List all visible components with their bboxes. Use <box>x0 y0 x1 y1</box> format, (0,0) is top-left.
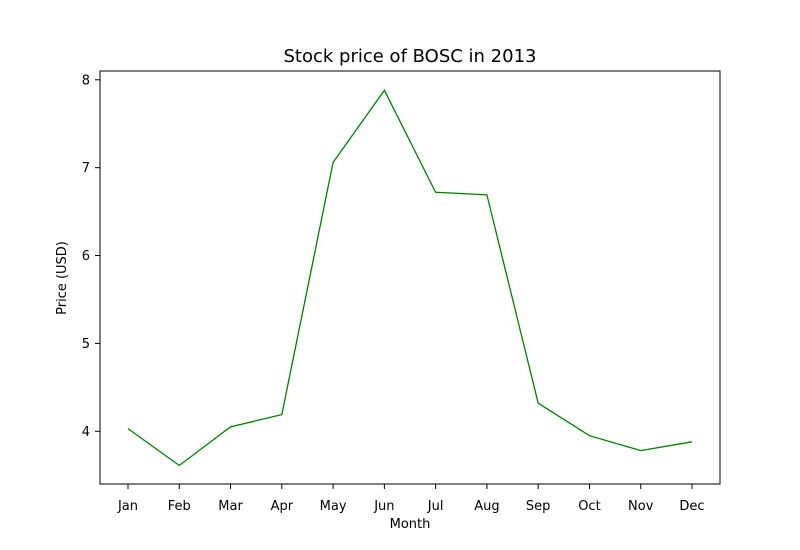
x-tick-label: Oct <box>578 499 600 514</box>
y-tick-label: 8 <box>82 73 90 88</box>
y-tick-label: 4 <box>82 425 90 440</box>
series-layer <box>127 89 693 467</box>
y-axis-ticks: 4 5 6 7 8 <box>82 73 100 440</box>
plot-area-frame <box>99 70 721 485</box>
x-tick-label: Apr <box>271 499 294 514</box>
x-axis-label: Month <box>390 517 431 532</box>
x-axis-ticks: Jan Feb Mar Apr May Jun Jul Aug Sep Oct Nov Dec <box>117 484 705 514</box>
y-tick-label: 5 <box>82 337 90 352</box>
x-tick-label: Mar <box>218 499 243 514</box>
x-tick-label: Jun <box>373 499 394 514</box>
chart-title: Stock price of BOSC in 2013 <box>284 46 537 67</box>
y-axis-label: Price (USD) <box>55 241 70 315</box>
x-tick-label: Sep <box>526 499 551 514</box>
x-tick-label: Feb <box>168 499 191 514</box>
x-tick-label: Aug <box>474 499 499 514</box>
y-tick-label: 7 <box>82 161 90 176</box>
x-tick-label: Jan <box>117 499 138 514</box>
series-line <box>127 89 693 467</box>
y-tick-label: 6 <box>82 249 90 264</box>
x-tick-label: Dec <box>679 499 704 514</box>
x-tick-label: Nov <box>628 499 654 514</box>
x-tick-label: Jul <box>427 499 444 514</box>
x-tick-label: May <box>320 499 347 514</box>
